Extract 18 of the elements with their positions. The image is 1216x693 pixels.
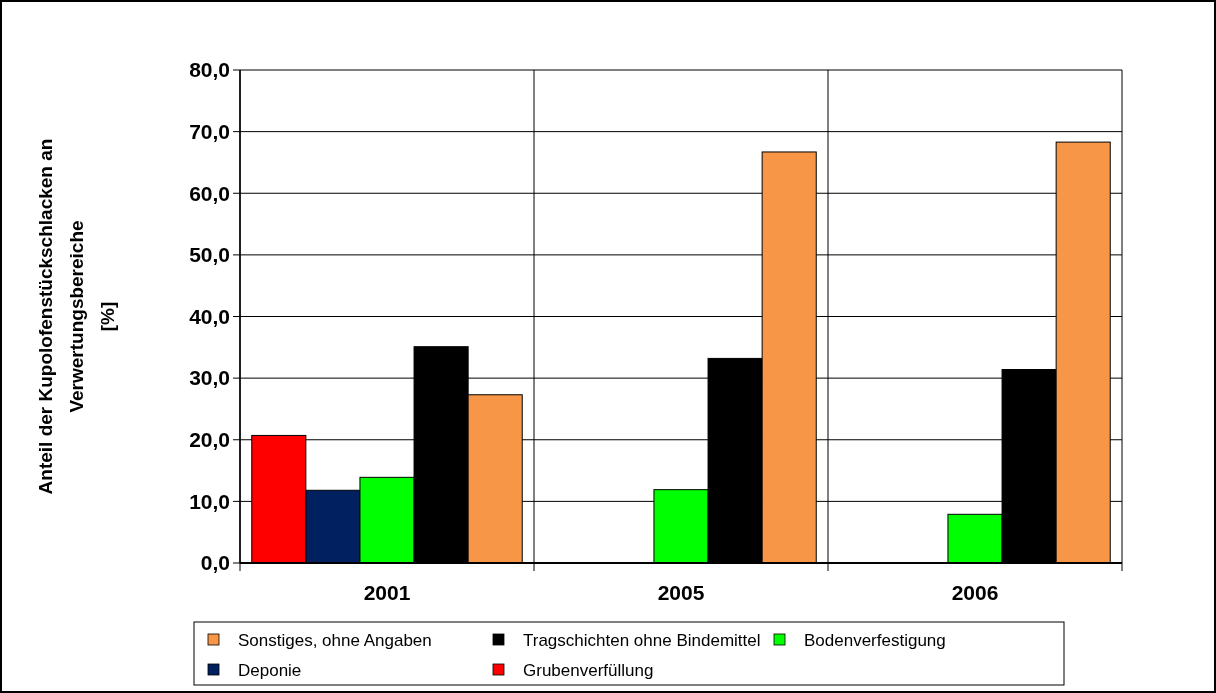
legend-label: Tragschichten ohne Bindemittel (523, 630, 761, 650)
y-tick-label: 40,0 (189, 304, 230, 328)
y-tick-label: 0,0 (200, 551, 230, 575)
y-axis-title: Anteil der Kupolofenstückschlacken an Verwertungsbereiche [%] (35, 138, 118, 495)
y-tick-label: 20,0 (189, 428, 230, 452)
y-tick-label: 30,0 (189, 366, 230, 390)
y-tick-label: 50,0 (189, 243, 230, 267)
x-tick-label: 2001 (363, 581, 411, 604)
legend-label: Deponie (238, 660, 302, 680)
y-tick-label: 60,0 (189, 181, 230, 205)
y-tick-label: 10,0 (189, 489, 230, 513)
x-tick-label: 2005 (657, 581, 705, 604)
y-tick-label: 70,0 (189, 119, 230, 143)
y-tick-label: 80,0 (189, 58, 230, 82)
legend-label: Bodenverfestigung (804, 630, 946, 650)
legend-label: Sonstiges, ohne Angaben (238, 630, 432, 650)
x-tick-label: 2006 (951, 581, 999, 604)
legend-label: Grubenverfüllung (523, 660, 654, 680)
